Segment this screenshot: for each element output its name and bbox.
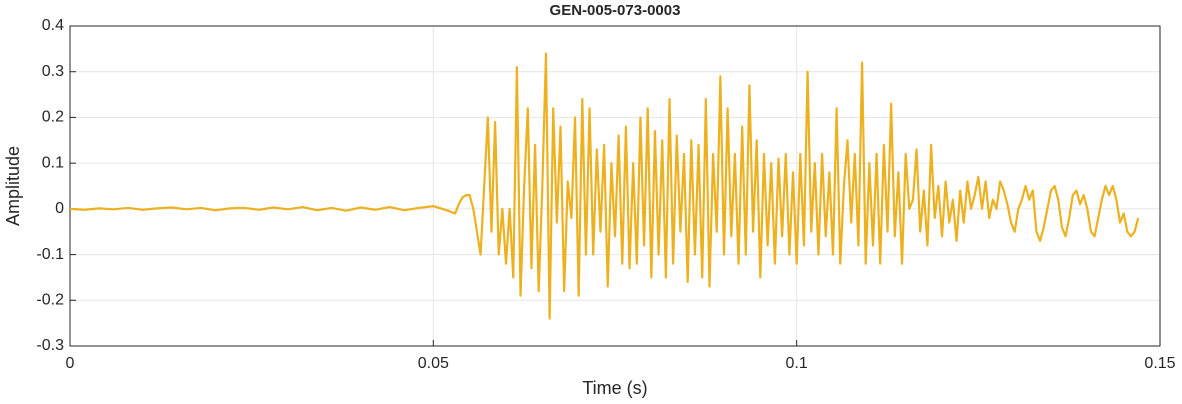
y-axis-label: Amplitude [3, 146, 23, 226]
y-tick-label: 0.1 [42, 154, 64, 171]
y-tick-label: -0.3 [36, 337, 64, 354]
y-tick-label: -0.2 [36, 292, 64, 309]
y-tick-label: 0.4 [42, 17, 64, 34]
x-tick-label: 0.1 [786, 355, 808, 372]
x-tick-label: 0 [66, 355, 75, 372]
y-tick-label: 0.2 [42, 109, 64, 126]
y-tick-label: -0.1 [36, 246, 64, 263]
x-axis-label: Time (s) [582, 378, 647, 398]
signal-line [69, 52, 1140, 320]
y-tick-label: 0 [55, 200, 64, 217]
x-tick-label: 0.15 [1144, 355, 1175, 372]
y-tick-label: 0.3 [42, 63, 64, 80]
plot-frame [69, 25, 1161, 347]
x-tick-label: 0.05 [418, 355, 449, 372]
chart-title: GEN-005-073-0003 [550, 2, 681, 19]
